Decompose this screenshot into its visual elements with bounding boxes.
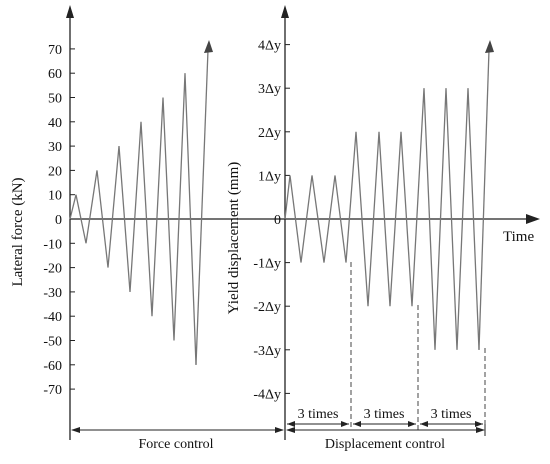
times-label-1: 3 times [298, 407, 339, 422]
left-tick-label: 30 [48, 140, 62, 155]
left-tick-label: 20 [48, 164, 62, 179]
left-axis-title: Lateral force (kN) [10, 177, 26, 286]
times-bracket-arrow [287, 421, 295, 427]
right-axis-ticks: 4Δy 3Δy 2Δy 1Δy 0 -1Δy -2Δy -3Δy -4Δy [253, 39, 290, 402]
times-bracket-arrow [353, 421, 361, 427]
force-control-label: Force control [138, 437, 213, 452]
left-tick-label: -10 [43, 237, 62, 252]
force-control-signal [69, 73, 197, 365]
right-tick-label: 2Δy [258, 126, 281, 141]
right-tick-label: -4Δy [253, 387, 281, 402]
left-tick-label: -60 [43, 359, 62, 374]
left-tick-label: -30 [43, 286, 62, 301]
left-tick-label: -50 [43, 335, 62, 350]
right-tick-label: 0 [274, 213, 281, 228]
right-tick-label: -2Δy [253, 300, 281, 315]
times-bracket-arrow [408, 421, 416, 427]
cycle-boundaries [350, 262, 486, 430]
displacement-control-label: Displacement control [325, 437, 445, 452]
right-tick-label: 3Δy [258, 82, 281, 97]
left-tick-label: 10 [48, 189, 62, 204]
force-range-arrow-left [71, 427, 80, 433]
displacement-signal-arrowhead [485, 40, 494, 53]
left-tick-label: 60 [48, 67, 62, 82]
left-tick-label: 50 [48, 92, 62, 107]
displacement-signal-arrow [478, 49, 490, 350]
right-tick-label: -1Δy [253, 257, 281, 272]
left-tick-label: 0 [55, 213, 62, 228]
left-y-axis-arrow [66, 5, 74, 18]
force-range-arrow-right [275, 427, 284, 433]
left-axis-ticks: 70 60 50 40 30 20 10 0 -10 -20 -30 -40 -50 -60 -70 [43, 43, 75, 398]
times-label-2: 3 times [364, 407, 405, 422]
left-tick-label: 70 [48, 43, 62, 58]
times-bracket-arrow [475, 421, 483, 427]
right-y-axis-arrow [281, 5, 289, 18]
time-axis-arrow [526, 214, 540, 224]
left-tick-label: -40 [43, 310, 62, 325]
force-signal-arrowhead [204, 40, 213, 53]
displacement-control-signal [284, 88, 480, 350]
times-bracket-arrow [420, 421, 428, 427]
left-tick-label: -70 [43, 383, 62, 398]
right-tick-label: 1Δy [258, 169, 281, 184]
right-tick-label: 4Δy [258, 39, 281, 54]
times-brackets [287, 421, 483, 427]
times-bracket-arrow [341, 421, 349, 427]
right-tick-label: -3Δy [253, 344, 281, 359]
disp-range-arrow-right [476, 427, 485, 433]
force-signal-arrow [195, 49, 209, 365]
disp-range-arrow-left [286, 427, 295, 433]
right-axis-title: Yield displacement (mm) [226, 162, 242, 314]
left-tick-label: -20 [43, 262, 62, 277]
time-axis-label: Time [503, 229, 534, 245]
times-label-3: 3 times [431, 407, 472, 422]
left-tick-label: 40 [48, 116, 62, 131]
